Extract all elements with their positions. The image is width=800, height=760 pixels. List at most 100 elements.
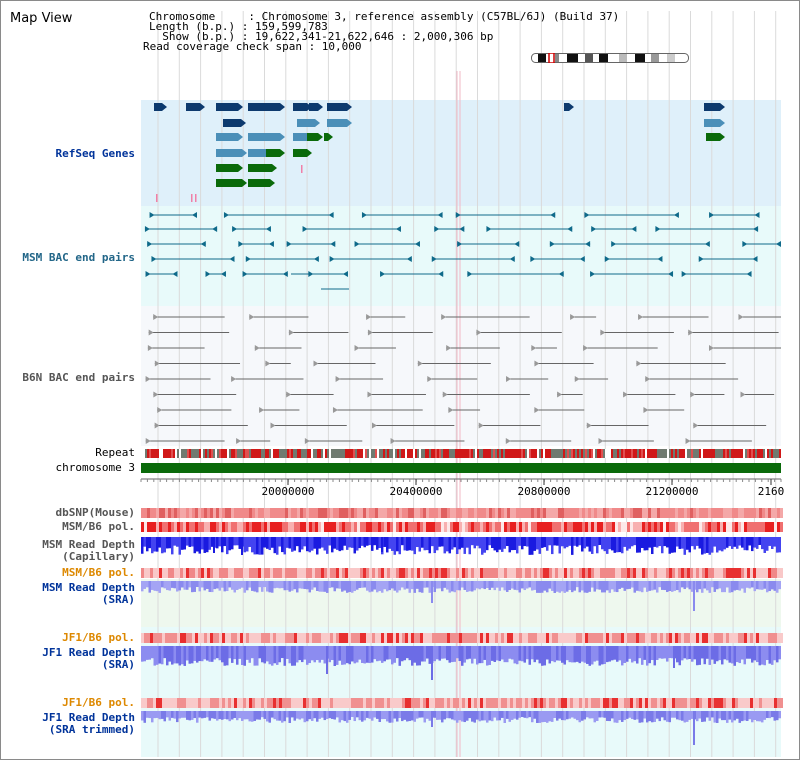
depth-bar [773, 646, 776, 661]
depth-bar [541, 581, 544, 593]
depth-bar [643, 711, 646, 719]
depth-bar [583, 646, 586, 663]
repeat-segment [509, 449, 511, 458]
heat-cell [189, 633, 192, 643]
depth-bar [538, 711, 541, 723]
repeat-segment [753, 449, 755, 458]
track-label-b6n-bac-end-pairs[interactable]: B6N BAC end pairs [22, 371, 135, 384]
depth-bar [746, 537, 749, 551]
track-label-jf1-b6-pol-1[interactable]: JF1/B6 pol. [62, 631, 135, 644]
depth-bar [551, 537, 554, 555]
track-label-chromosome[interactable]: chromosome 3 [55, 461, 135, 474]
depth-bar [398, 711, 401, 719]
heat-cell [636, 698, 639, 708]
track-label-jf1-read-depth-sra-trimmed[interactable]: JF1 Read Depth (SRA trimmed) [42, 712, 135, 736]
heat-cell [519, 508, 522, 518]
depth-bar [436, 711, 439, 720]
heat-cell [582, 508, 585, 518]
chromosome-ideogram[interactable] [531, 53, 689, 63]
depth-bar [463, 711, 466, 723]
heat-cell [723, 568, 726, 578]
depth-bar [461, 581, 464, 588]
track-label-msm-read-depth-sra[interactable]: MSM Read Depth (SRA) [42, 582, 135, 606]
depth-bar [346, 581, 349, 593]
track-label-msm-read-depth-capillary[interactable]: MSM Read Depth (Capillary) [42, 539, 135, 563]
repeat-segment [349, 449, 351, 458]
track-label-msm-b6-pol-2[interactable]: MSM/B6 pol. [62, 566, 135, 579]
heat-cell [708, 522, 711, 532]
heat-cell [471, 698, 474, 708]
heat-cell [363, 522, 366, 532]
depth-bar [776, 581, 779, 593]
heat-cell [432, 633, 435, 643]
depth-bar [618, 581, 621, 589]
heat-cell [447, 508, 450, 518]
heat-cell [177, 633, 180, 643]
heat-cell [501, 568, 504, 578]
depth-bar [736, 711, 739, 719]
heat-cell [642, 508, 645, 518]
heat-cell [441, 698, 444, 708]
depth-bar [288, 646, 291, 664]
heat-cell [516, 633, 519, 643]
heat-cell [606, 508, 609, 518]
heat-cell [453, 568, 456, 578]
refseq-gene [216, 103, 238, 111]
depth-bar [616, 646, 619, 662]
heat-cell [489, 633, 492, 643]
heat-cell [387, 522, 390, 532]
repeat-segment [383, 449, 385, 458]
track-label-dbsnp[interactable]: dbSNP(Mouse) [55, 506, 135, 519]
repeat-segment [587, 449, 589, 458]
repeat-segment [213, 449, 215, 458]
heat-cell [540, 633, 543, 643]
track-label-msm-bac-end-pairs[interactable]: MSM BAC end pairs [22, 251, 135, 264]
msm-bac-end-icon [265, 226, 271, 232]
depth-bar [186, 646, 189, 661]
repeat-segment [407, 449, 409, 458]
heat-cell [522, 698, 525, 708]
repeat-segment [309, 449, 311, 458]
depth-bar [356, 711, 359, 718]
depth-bar [363, 581, 366, 588]
depth-bar [683, 581, 686, 590]
heat-cell [186, 522, 189, 532]
heat-cell [726, 522, 729, 532]
depth-bar [701, 581, 704, 593]
depth-bar [666, 711, 669, 722]
track-label-msm-b6-pol-1[interactable]: MSM/B6 pol. [62, 520, 135, 533]
depth-bar [718, 537, 721, 551]
heat-cell [747, 568, 750, 578]
track-label-refseq-genes[interactable]: RefSeq Genes [55, 147, 135, 160]
repeat-segment [163, 449, 165, 458]
depth-bar [778, 646, 781, 660]
b6n-bac-end-icon [557, 391, 563, 398]
repeat-segment [203, 449, 205, 458]
heat-cell [156, 698, 159, 708]
heat-cell [774, 633, 777, 643]
heat-cell [426, 633, 429, 643]
heat-cell [525, 633, 528, 643]
heat-cell [435, 522, 438, 532]
heat-cell [735, 568, 738, 578]
b6n-bac-end-icon [259, 407, 265, 413]
depth-bar [493, 646, 496, 663]
heat-cell [630, 698, 633, 708]
depth-bar [506, 581, 509, 592]
heat-cell [747, 633, 750, 643]
track-label-jf1-b6-pol-2[interactable]: JF1/B6 pol. [62, 696, 135, 709]
depth-bar [391, 537, 394, 551]
heat-cell [651, 522, 654, 532]
heat-cell [474, 522, 477, 532]
depth-bar [676, 581, 679, 591]
depth-bar [201, 711, 204, 719]
heat-cell [291, 633, 294, 643]
repeat-segment [649, 449, 651, 458]
track-label-repeat[interactable]: Repeat [95, 446, 135, 459]
depth-bar [736, 537, 739, 549]
depth-bar [648, 711, 651, 722]
heat-cell [612, 568, 615, 578]
depth-bar [563, 711, 566, 721]
track-label-jf1-read-depth-sra[interactable]: JF1 Read Depth (SRA) [42, 647, 135, 671]
